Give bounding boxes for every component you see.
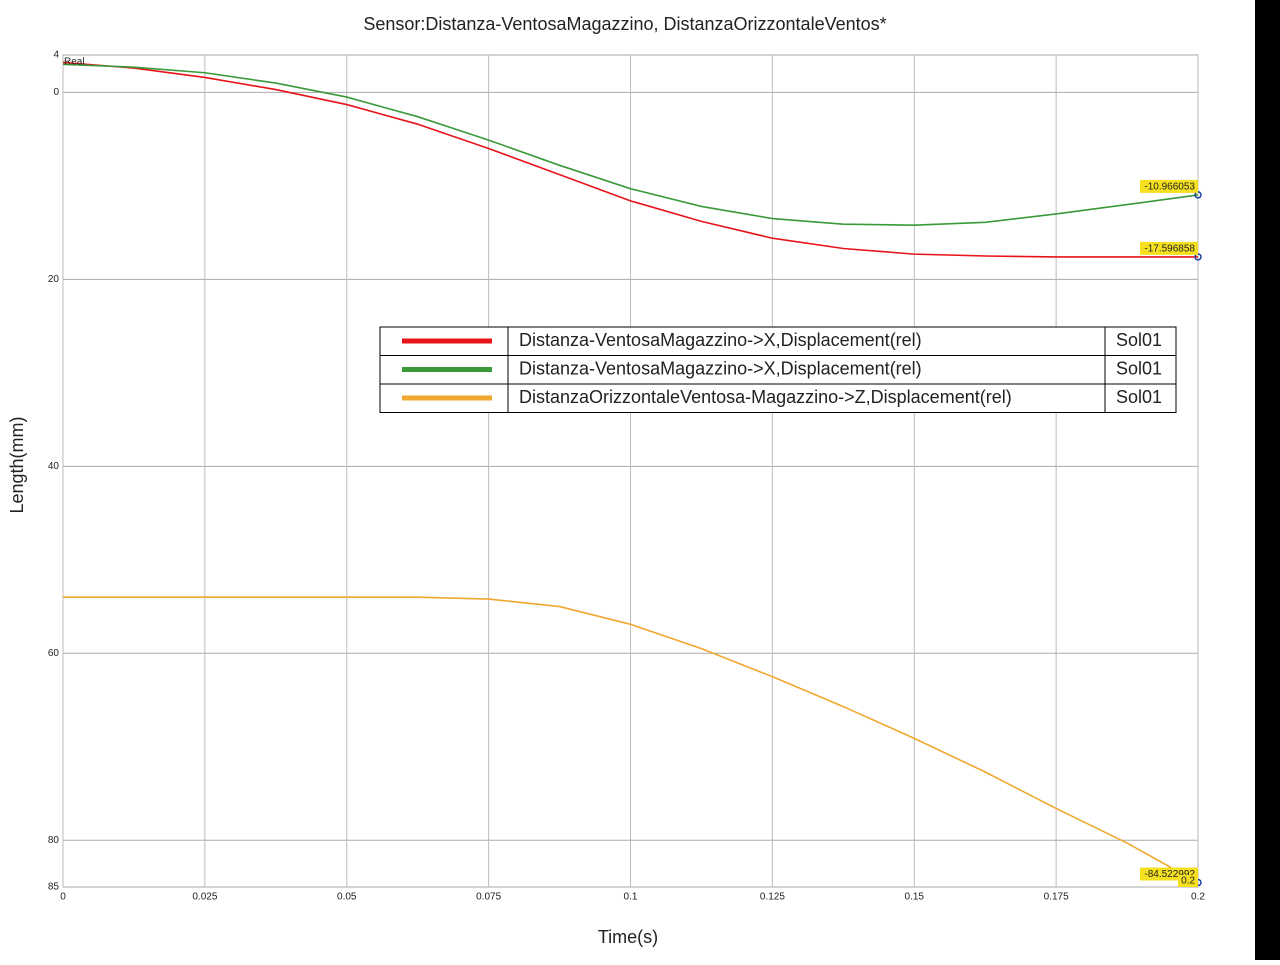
y-tick-label: 40 (48, 461, 60, 472)
x-tick-label: 0.075 (476, 892, 501, 903)
legend: Distanza-VentosaMagazzino->X,Displacemen… (379, 326, 1177, 413)
legend-label: Distanza-VentosaMagazzino->X,Displacemen… (519, 358, 922, 378)
x-tick-label: 0.1 (624, 892, 638, 903)
value-label: -17.596858 (1144, 244, 1195, 255)
value-label-box (1140, 241, 1198, 255)
legend-frame (379, 326, 1177, 413)
x-tick-label: 0 (60, 892, 66, 903)
legend-bg (380, 327, 1176, 413)
x-tick-label: 0.05 (337, 892, 357, 903)
legend-solution: Sol01 (1116, 358, 1162, 378)
value-label-box (1140, 179, 1198, 193)
y-tick-label: 85 (48, 882, 60, 893)
legend-solution: Sol01 (1116, 387, 1162, 407)
x-tick-label: 0.175 (1044, 892, 1069, 903)
y-tick-label: 4 (53, 50, 59, 61)
cursor-label: 0.2 (1181, 876, 1195, 887)
series-line (62, 61, 1199, 258)
x-tick-label: 0.025 (192, 892, 217, 903)
side-bar (1255, 0, 1280, 960)
x-tick-label: 0.125 (760, 892, 785, 903)
legend-label: DistanzaOrizzontaleVentosa-Magazzino->Z,… (519, 387, 1012, 407)
value-label: -84.522992 (1144, 869, 1195, 880)
cursor-label-box (1178, 875, 1198, 887)
series-line (63, 596, 1199, 884)
legend-solution: Sol01 (1116, 330, 1162, 350)
legend-label: Distanza-VentosaMagazzino->X,Displacemen… (519, 330, 922, 350)
y-axis-label: Length(mm) (7, 416, 27, 513)
x-axis-label: Time(s) (598, 927, 658, 947)
x-tick-label: 0.2 (1191, 892, 1205, 903)
x-tick-label: 0.15 (905, 892, 925, 903)
y-tick-label: 80 (48, 835, 60, 846)
annotation: Real (64, 57, 85, 68)
chart-title: Sensor:Distanza-VentosaMagazzino, Distan… (363, 14, 886, 34)
y-tick-label: 20 (48, 274, 60, 285)
y-tick-label: 0 (53, 87, 59, 98)
series-line (62, 63, 1199, 226)
y-tick-label: 60 (48, 648, 60, 659)
value-label: -10.966053 (1144, 182, 1195, 193)
